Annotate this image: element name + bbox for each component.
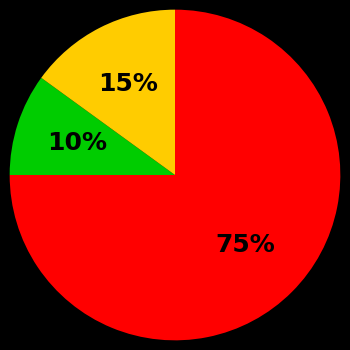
Wedge shape <box>41 10 175 175</box>
Wedge shape <box>10 78 175 175</box>
Text: 75%: 75% <box>215 233 275 257</box>
Text: 15%: 15% <box>98 72 159 96</box>
Text: 10%: 10% <box>48 131 107 155</box>
Wedge shape <box>10 10 340 340</box>
